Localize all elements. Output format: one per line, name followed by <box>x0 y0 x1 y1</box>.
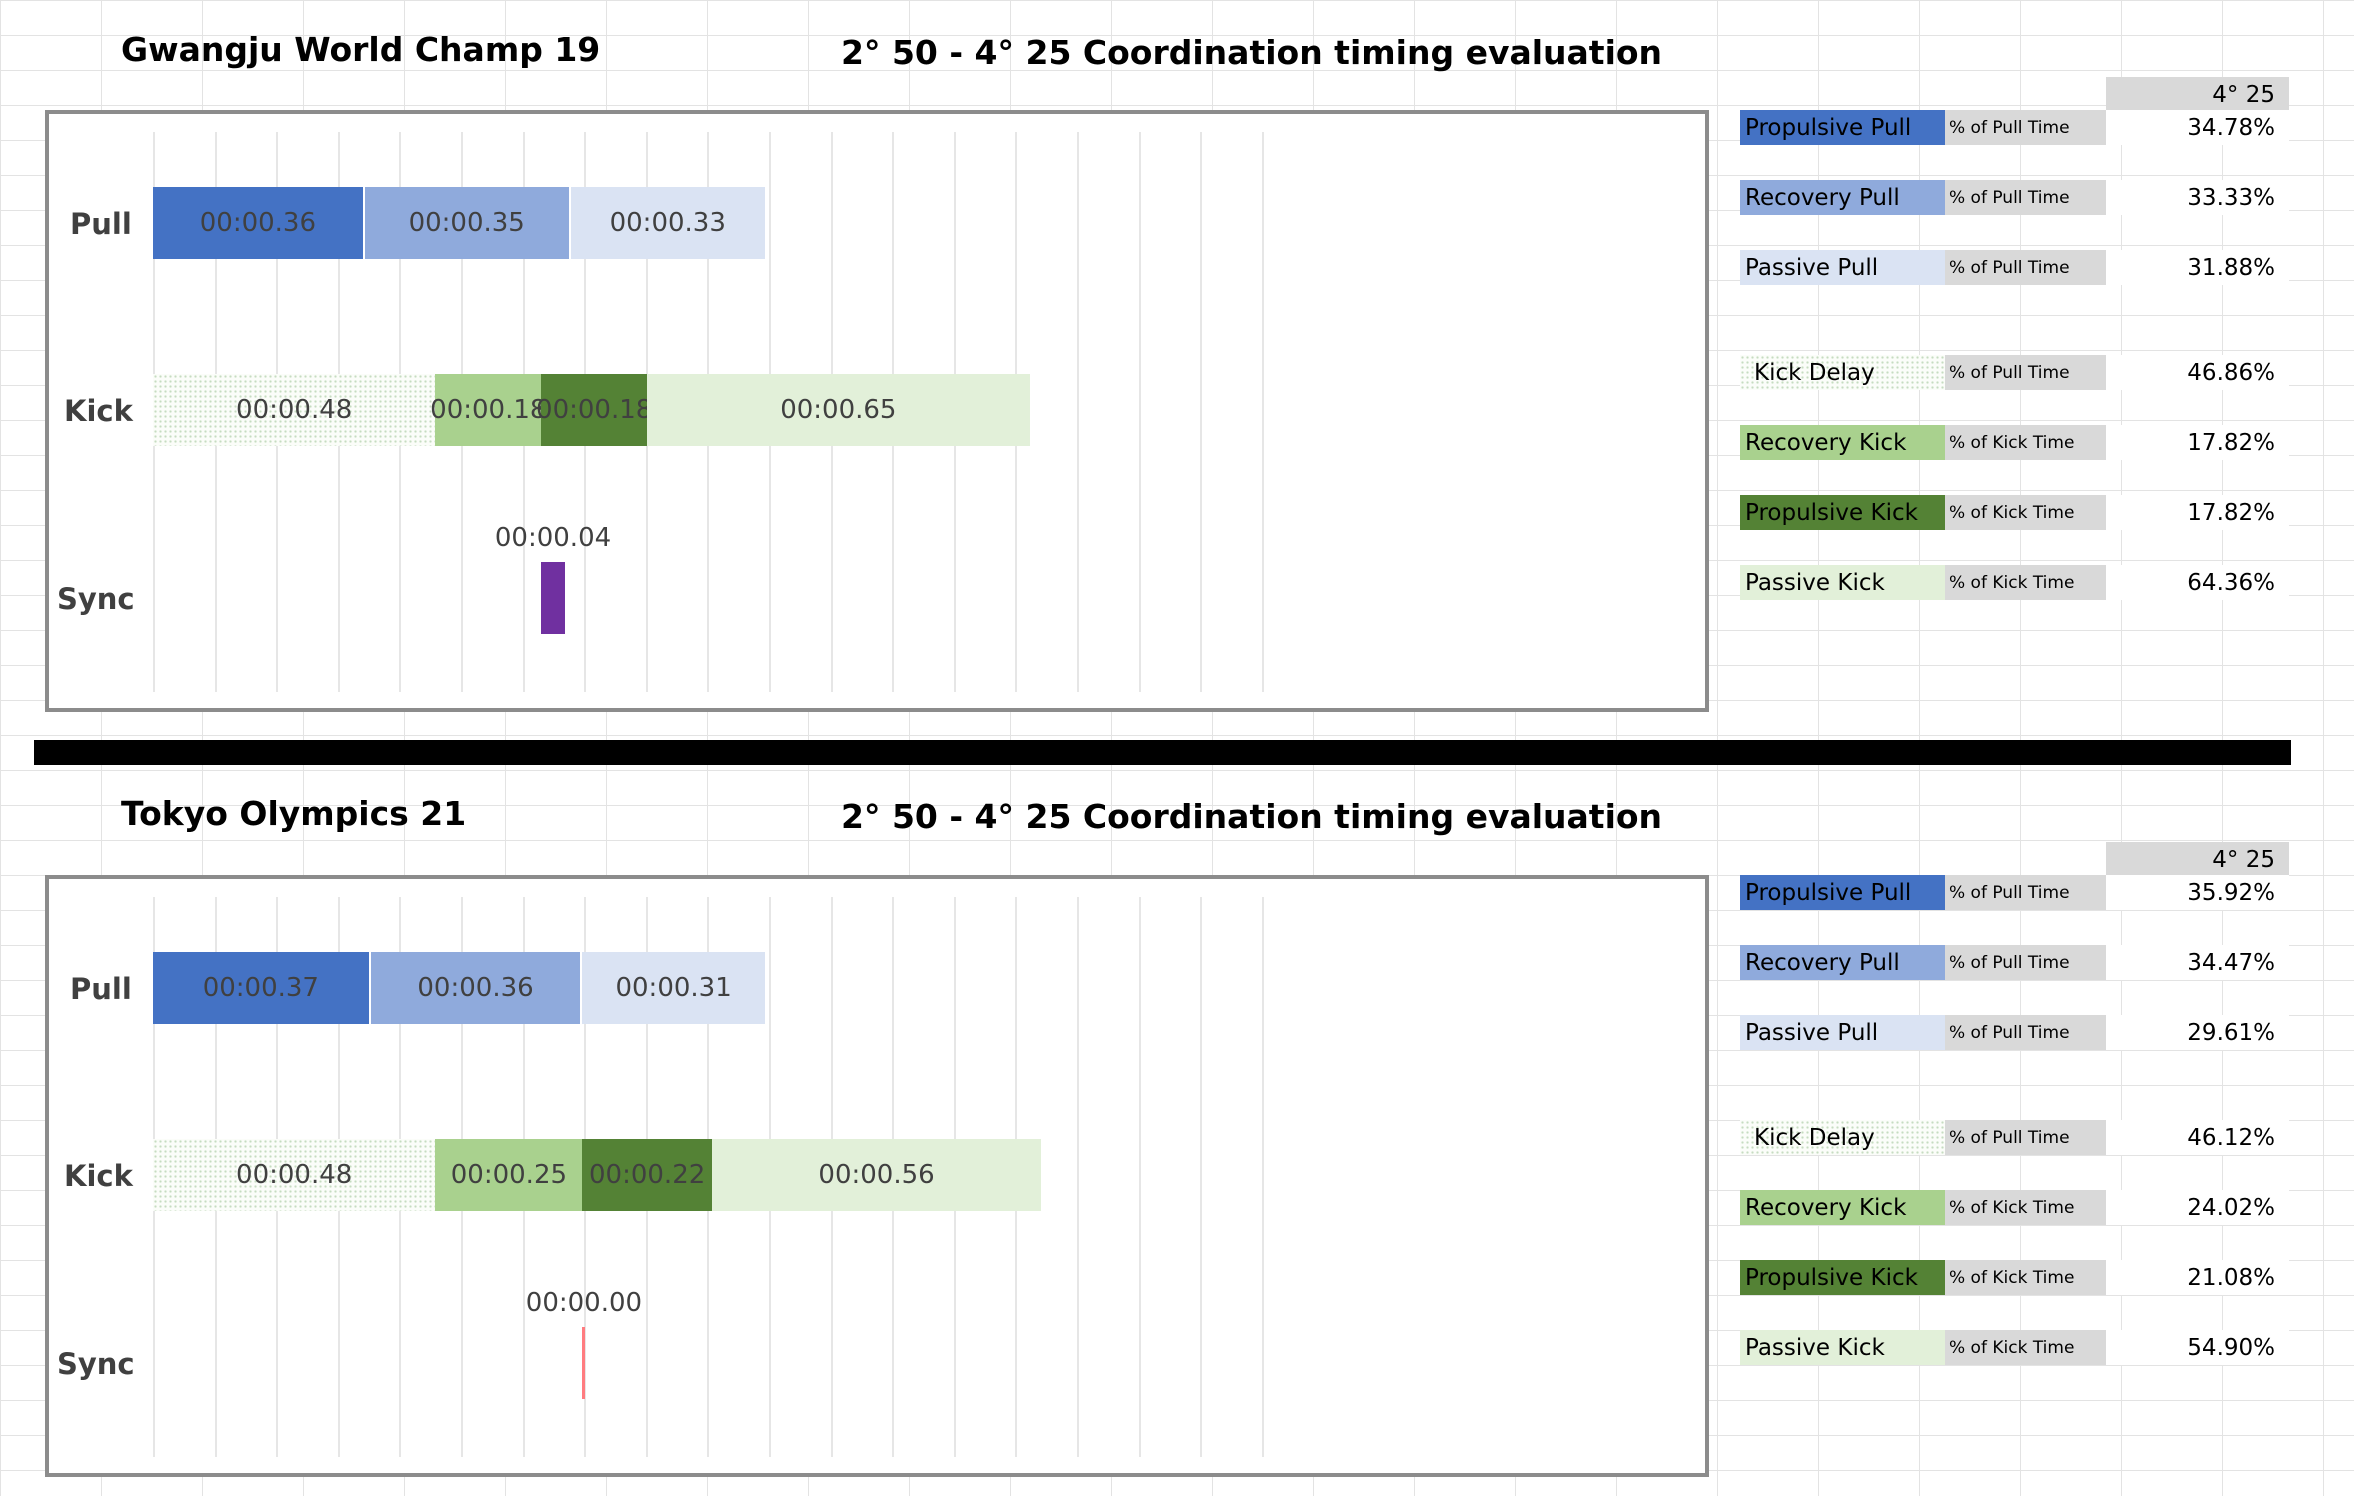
table-header: 4° 25 <box>2106 77 2289 112</box>
chart-1-title: Gwangju World Champ 19 <box>121 30 601 69</box>
table-label-recovery-kick: Recovery Kick <box>1740 425 1945 460</box>
table-label-passive-pull: Passive Pull <box>1740 250 1945 285</box>
gridline <box>1138 132 1141 692</box>
table-value: 34.78% <box>2106 110 2289 145</box>
table-unit: % of Pull Time <box>1945 110 2106 145</box>
bar-passive-pull: 00:00.31 <box>582 952 765 1024</box>
table-value: 46.12% <box>2106 1120 2289 1155</box>
bar-recovery-pull: 00:00.35 <box>364 187 571 259</box>
sync-value-label: 00:00.00 <box>525 1288 643 1318</box>
row-label-pull: Pull <box>70 972 132 1006</box>
bar-sync <box>582 1327 586 1399</box>
table-label-propulsive-kick: Propulsive Kick <box>1740 1260 1945 1295</box>
table-label-passive-kick: Passive Kick <box>1740 565 1945 600</box>
row-label-sync: Sync <box>57 582 135 616</box>
table-header: 4° 25 <box>2106 842 2289 877</box>
table-unit: % of Kick Time <box>1945 1330 2106 1365</box>
row-label-sync: Sync <box>57 1347 135 1381</box>
gridline <box>1138 897 1141 1457</box>
table-unit: % of Kick Time <box>1945 425 2106 460</box>
bar-propulsive-pull: 00:00.36 <box>153 187 365 259</box>
table-unit: % of Kick Time <box>1945 1260 2106 1295</box>
table-value: 64.36% <box>2106 565 2289 600</box>
table-label-kick-delay: Kick Delay <box>1740 1120 1945 1155</box>
table-value: 54.90% <box>2106 1330 2289 1365</box>
bar-kick-delay: 00:00.48 <box>153 374 436 446</box>
table-value: 31.88% <box>2106 250 2289 285</box>
row-label-kick: Kick <box>64 394 133 428</box>
table-label-kick-delay: Kick Delay <box>1740 355 1945 390</box>
bar-sync <box>541 562 565 634</box>
bar-recovery-pull: 00:00.36 <box>370 952 583 1024</box>
table-unit: % of Kick Time <box>1945 1190 2106 1225</box>
table-label-passive-kick: Passive Kick <box>1740 1330 1945 1365</box>
section-separator <box>34 740 2291 765</box>
table-label-recovery-pull: Recovery Pull <box>1740 180 1945 215</box>
bar-propulsive-kick: 00:00.18 <box>536 374 652 446</box>
table-unit: % of Pull Time <box>1945 945 2106 980</box>
table-unit: % of Kick Time <box>1945 495 2106 530</box>
chart-2-subtitle: 2° 50 - 4° 25 Coordination timing evalua… <box>841 797 1663 836</box>
table-value: 34.47% <box>2106 945 2289 980</box>
table-unit: % of Pull Time <box>1945 875 2106 910</box>
gridline <box>1077 132 1079 692</box>
table-value: 17.82% <box>2106 425 2289 460</box>
chart-2-title: Tokyo Olympics 21 <box>121 794 467 833</box>
chart-1-subtitle: 2° 50 - 4° 25 Coordination timing evalua… <box>841 33 1663 72</box>
bar-propulsive-kick: 00:00.22 <box>582 1139 712 1211</box>
table-label-recovery-kick: Recovery Kick <box>1740 1190 1945 1225</box>
table-label-propulsive-kick: Propulsive Kick <box>1740 495 1945 530</box>
table-value: 24.02% <box>2106 1190 2289 1225</box>
row-label-kick: Kick <box>64 1159 133 1193</box>
gridline <box>1077 897 1079 1457</box>
sync-value-label: 00:00.04 <box>494 523 612 553</box>
table-label-recovery-pull: Recovery Pull <box>1740 945 1945 980</box>
table-unit: % of Pull Time <box>1945 355 2106 390</box>
bar-recovery-kick: 00:00.25 <box>435 1139 583 1211</box>
gridline <box>1261 897 1264 1457</box>
gridline <box>1261 132 1264 692</box>
table-unit: % of Pull Time <box>1945 180 2106 215</box>
table-unit: % of Pull Time <box>1945 1015 2106 1050</box>
bar-propulsive-pull: 00:00.37 <box>153 952 371 1024</box>
table-label-passive-pull: Passive Pull <box>1740 1015 1945 1050</box>
bar-passive-kick: 00:00.56 <box>711 1139 1042 1211</box>
bar-kick-delay: 00:00.48 <box>153 1139 436 1211</box>
table-label-propulsive-pull: Propulsive Pull <box>1740 110 1945 145</box>
bar-recovery-kick: 00:00.18 <box>430 374 546 446</box>
table-unit: % of Kick Time <box>1945 565 2106 600</box>
gridline <box>1200 132 1203 692</box>
gridline <box>1200 897 1203 1457</box>
table-value: 35.92% <box>2106 875 2289 910</box>
table-value: 46.86% <box>2106 355 2289 390</box>
table-value: 29.61% <box>2106 1015 2289 1050</box>
table-value: 21.08% <box>2106 1260 2289 1295</box>
table-value: 33.33% <box>2106 180 2289 215</box>
table-unit: % of Pull Time <box>1945 1120 2106 1155</box>
table-label-propulsive-pull: Propulsive Pull <box>1740 875 1945 910</box>
bar-passive-pull: 00:00.33 <box>570 187 765 259</box>
table-unit: % of Pull Time <box>1945 250 2106 285</box>
row-label-pull: Pull <box>70 207 132 241</box>
bar-passive-kick: 00:00.65 <box>647 374 1030 446</box>
table-value: 17.82% <box>2106 495 2289 530</box>
